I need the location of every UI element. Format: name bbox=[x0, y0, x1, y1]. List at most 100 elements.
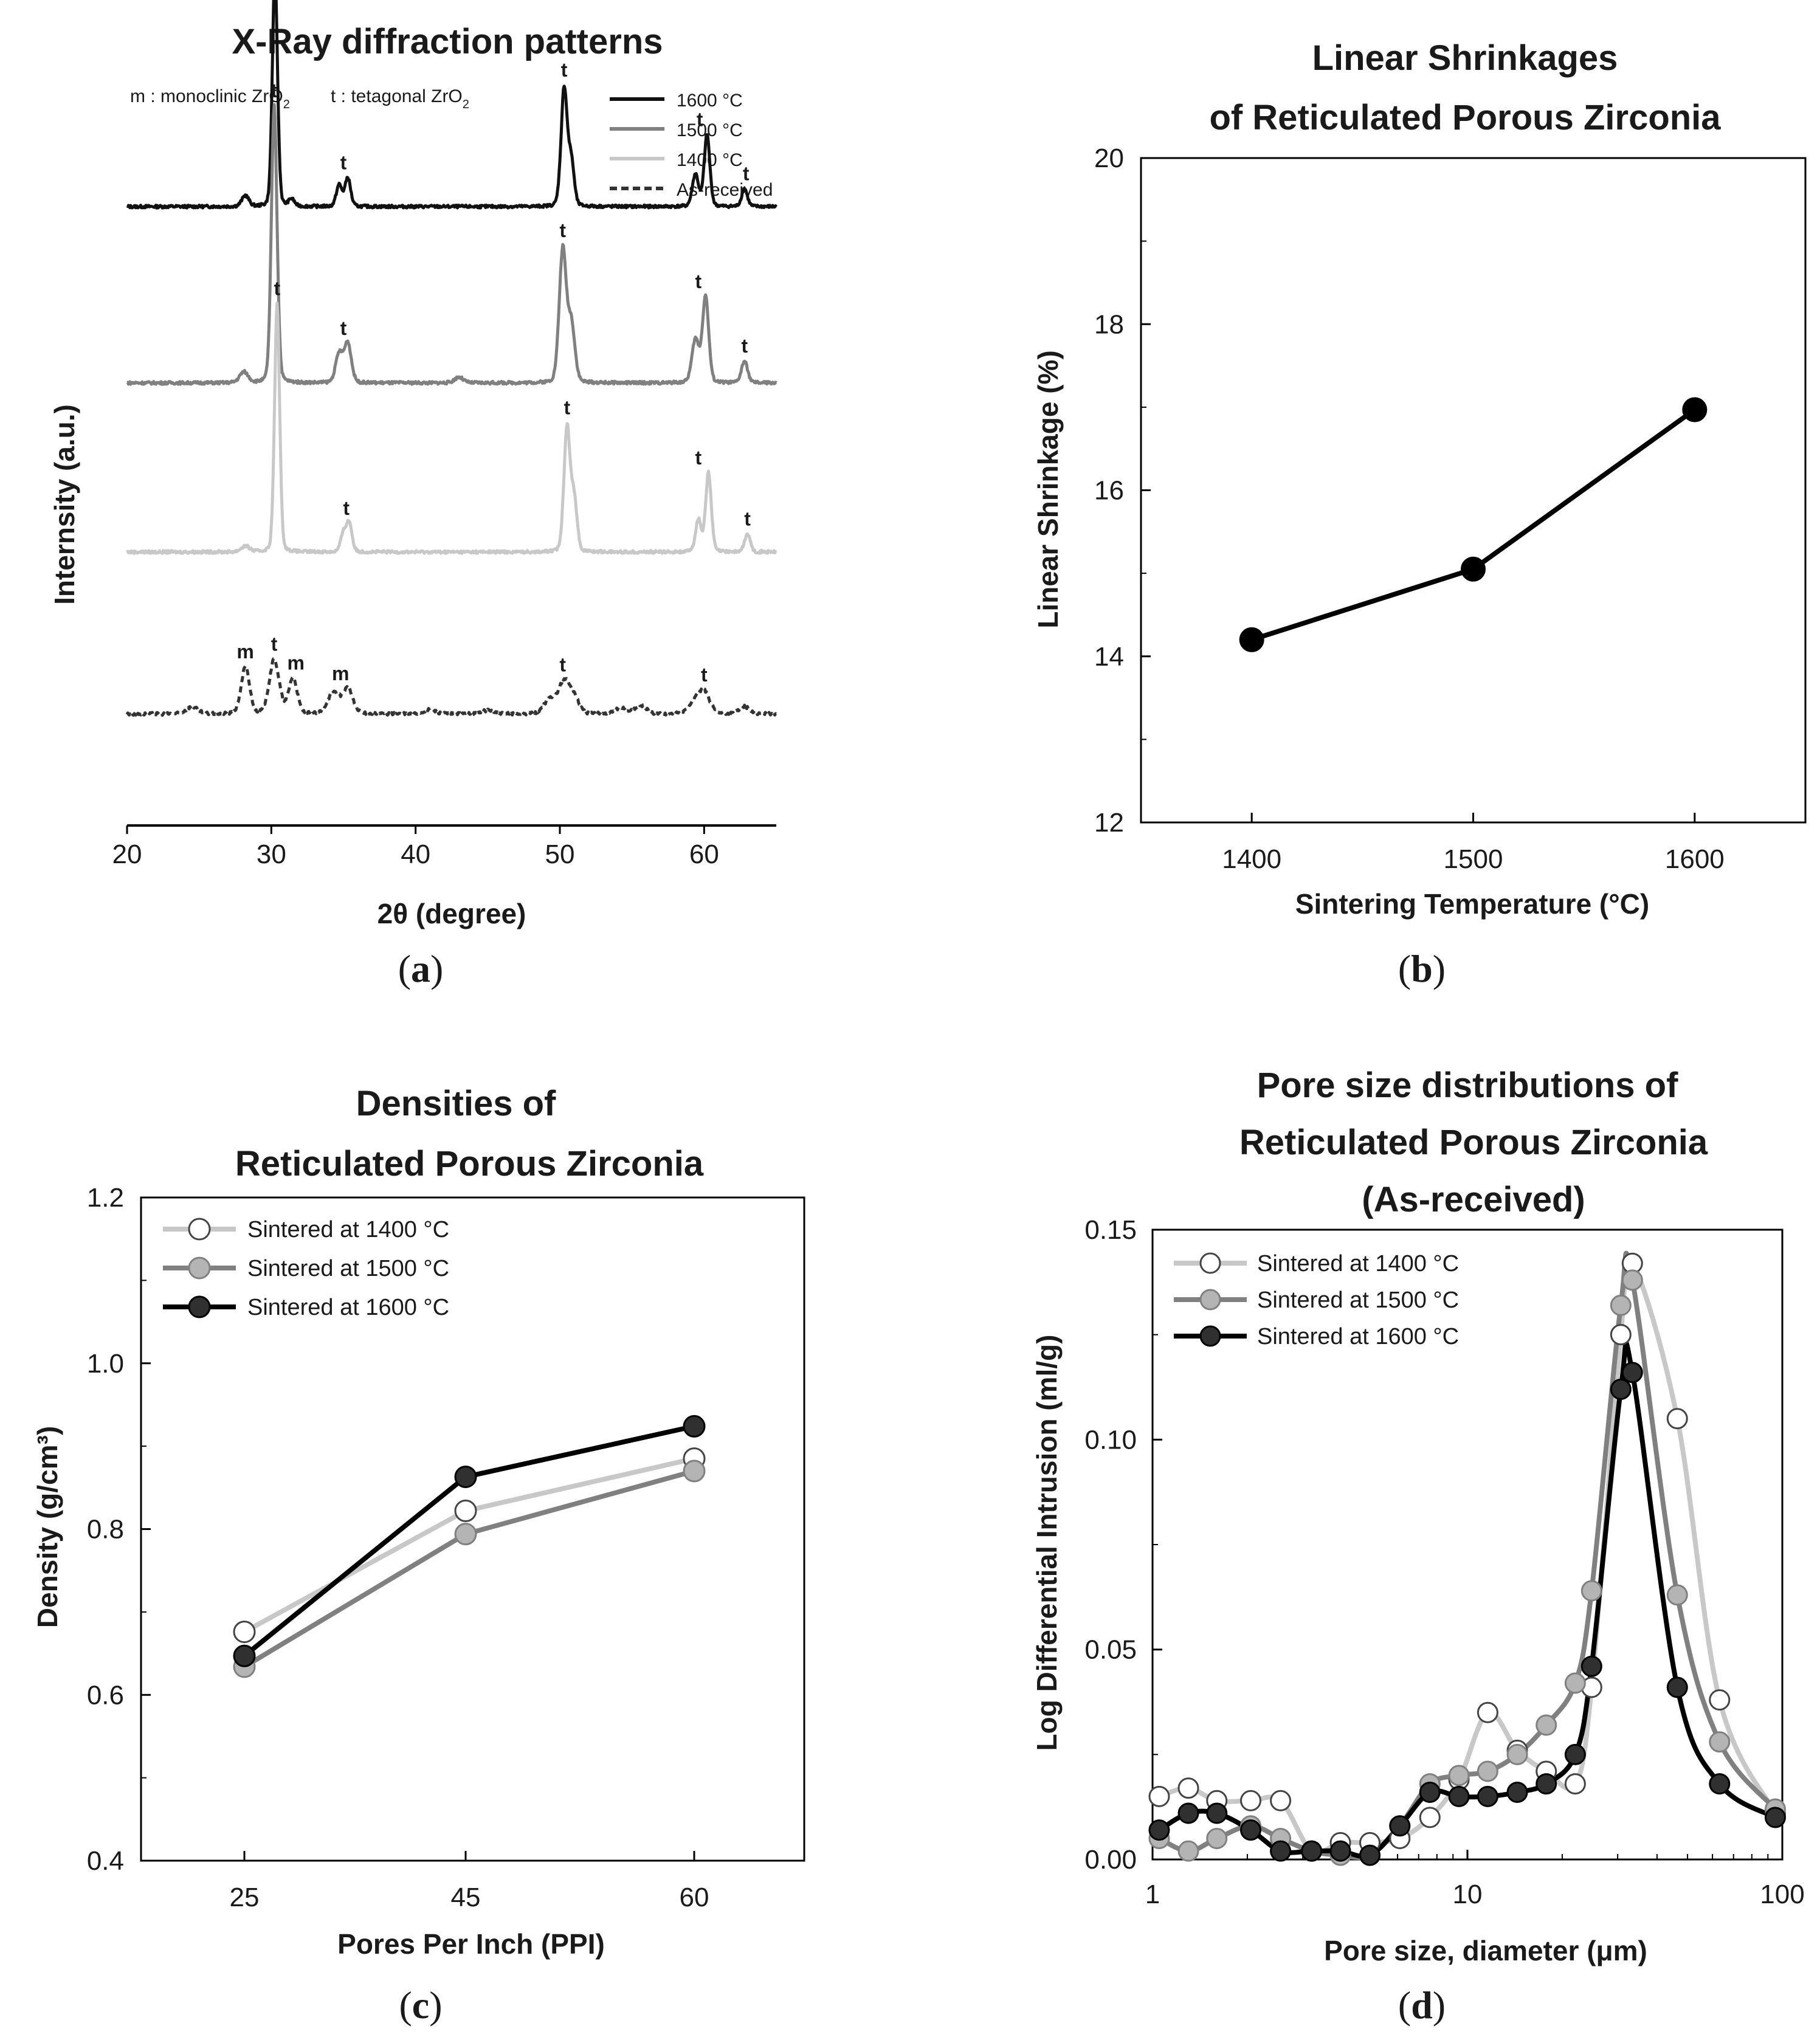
panel-d-point bbox=[1448, 1785, 1470, 1807]
panel-c-legend-marker bbox=[188, 1218, 211, 1241]
panel-c-caption: (c) bbox=[399, 1983, 442, 2027]
panel-a-trace bbox=[125, 657, 777, 717]
panel-a-peak-label: m bbox=[287, 652, 304, 674]
panel-a-peak-label: t bbox=[744, 508, 751, 529]
panel-c-y-tick-label: 1.0 bbox=[87, 1349, 124, 1379]
panel-a-y-label: Internsity (a.u.) bbox=[49, 404, 80, 605]
panel-c-legend: Sintered at 1400 °C Sintered at 1500 °C Si… bbox=[163, 1217, 449, 1320]
panel-d-point bbox=[1666, 1584, 1688, 1606]
panel-b-y-tick-label: 12 bbox=[1094, 808, 1124, 838]
panel-b-point bbox=[1239, 627, 1264, 652]
panel-c-point bbox=[454, 1499, 477, 1522]
panel-d-y-tick-label: 0.05 bbox=[1084, 1635, 1137, 1665]
panel-d-point bbox=[1506, 1743, 1528, 1765]
panel-d-point bbox=[1610, 1324, 1632, 1346]
panel-d-y-tick-label: 0.00 bbox=[1084, 1845, 1137, 1875]
panel-d-title-line2: Reticulated Porous Zirconia bbox=[1239, 1123, 1708, 1162]
panel-d-point bbox=[1564, 1672, 1586, 1694]
panel-c-legend-label: Sintered at 1500 °C bbox=[247, 1256, 449, 1281]
panel-d-legend-marker bbox=[1199, 1289, 1221, 1311]
panel-a-trace bbox=[126, 0, 777, 210]
panel-d-point bbox=[1239, 1819, 1261, 1841]
panel-b: Linear Shrinkages of Reticulated Porous … bbox=[1032, 38, 1807, 990]
panel-d-point bbox=[1536, 1773, 1557, 1795]
panel-b-y-label: Linear Shrinkage (%) bbox=[1032, 350, 1064, 629]
panel-c-y-label: Density (g/cm³) bbox=[32, 1426, 63, 1628]
panel-b-caption: (b) bbox=[1398, 947, 1446, 990]
panel-d-x-tick-label: 1 bbox=[1145, 1880, 1160, 1909]
panel-c-point bbox=[233, 1644, 256, 1667]
panel-c-y-tick-label: 1.2 bbox=[87, 1183, 124, 1213]
panel-a-x-tick-label: 30 bbox=[257, 839, 286, 869]
panel-d-point bbox=[1506, 1781, 1528, 1803]
panel-d-x-tick-label: 100 bbox=[1760, 1880, 1804, 1909]
panel-a-note-tetragonal: t : tetagonal ZrO2 bbox=[331, 86, 469, 111]
panel-a-x-tick-label: 50 bbox=[545, 839, 575, 869]
panel-b-x-tick-label: 1400 bbox=[1222, 844, 1281, 874]
panel-a-note-monoclinic: m : monoclinic ZrO2 bbox=[130, 86, 290, 111]
panel-b-title-line2: of Reticulated Porous Zirconia bbox=[1209, 98, 1721, 137]
panel-a-peak-label: t bbox=[271, 633, 278, 655]
panel-a-peak-label: t bbox=[561, 59, 568, 81]
panel-b-x-tick-label: 1500 bbox=[1444, 844, 1503, 874]
panel-d-point bbox=[1709, 1689, 1731, 1711]
panel-a-peak-label: t bbox=[701, 664, 708, 686]
panel-c-point bbox=[454, 1466, 477, 1489]
panel-a-legend-label: 1500 °C bbox=[677, 120, 743, 140]
panel-a-peak-label: t bbox=[743, 162, 750, 184]
panel-c-title-line1: Densities of bbox=[356, 1084, 556, 1123]
panel-a-title: X-Ray diffraction patterns bbox=[232, 22, 663, 61]
panel-c-title-line2: Reticulated Porous Zirconia bbox=[235, 1144, 704, 1184]
panel-b-y-tick-label: 20 bbox=[1094, 143, 1124, 173]
panel-d-point bbox=[1359, 1844, 1381, 1866]
panel-d-point bbox=[1564, 1773, 1586, 1795]
panel-d-series-line bbox=[1158, 1256, 1778, 1856]
panel-a-peak-label: t bbox=[695, 271, 702, 292]
panel-a-peak-label: m bbox=[236, 641, 253, 663]
panel-d-point bbox=[1477, 1760, 1498, 1782]
panel-a-peak-label: t bbox=[559, 219, 566, 241]
panel-d-point bbox=[1580, 1655, 1602, 1677]
panel-c-y-tick-label: 0.8 bbox=[87, 1515, 124, 1545]
panel-d-point bbox=[1448, 1765, 1470, 1787]
panel-a-peak-label: t bbox=[695, 447, 702, 469]
panel-d-point bbox=[1610, 1294, 1632, 1316]
panel-a-legend-label: 1600 °C bbox=[677, 91, 743, 111]
panel-b-point bbox=[1682, 397, 1708, 422]
panel-c-series bbox=[233, 1415, 706, 1678]
panel-c-point bbox=[454, 1523, 477, 1546]
panel-d-point bbox=[1148, 1785, 1170, 1807]
panel-a-peak-label: t bbox=[340, 317, 347, 339]
panel-c-point bbox=[683, 1459, 706, 1483]
panel-d-x-label: Pore size, diameter (μm) bbox=[1324, 1935, 1647, 1966]
panel-a-x-tick-label: 40 bbox=[401, 839, 430, 869]
panel-a-peak-label: t bbox=[271, 80, 278, 102]
panel-c-axes: 0.4 0.6 0.8 1.0 1.2 25 45 60 bbox=[87, 1183, 709, 1912]
panel-d-legend-label: Sintered at 1400 °C bbox=[1257, 1251, 1459, 1277]
panel-a-peak-label: t bbox=[564, 397, 571, 419]
panel-d-caption: (d) bbox=[1398, 1983, 1446, 2027]
panel-d-legend-marker bbox=[1199, 1325, 1221, 1347]
panel-d-point bbox=[1666, 1676, 1688, 1698]
panel-d-point bbox=[1709, 1773, 1731, 1795]
panel-a-peak-label: m bbox=[332, 663, 349, 684]
panel-c-legend-marker bbox=[188, 1256, 211, 1280]
panel-b-series bbox=[1239, 397, 1708, 652]
panel-b-x-tick-label: 1600 bbox=[1665, 844, 1725, 874]
panel-d-point bbox=[1206, 1802, 1228, 1824]
panel-c-x-tick-label: 25 bbox=[230, 1883, 260, 1912]
panel-d-point bbox=[1709, 1731, 1731, 1753]
panel-d-point bbox=[1621, 1269, 1643, 1291]
panel-a-peak-label: t bbox=[697, 109, 703, 131]
panel-b-x-label: Sintering Temperature (°C) bbox=[1295, 888, 1649, 920]
panel-d-point bbox=[1239, 1790, 1261, 1811]
panel-c-x-tick-label: 60 bbox=[680, 1883, 709, 1912]
panel-d-point bbox=[1329, 1840, 1351, 1862]
panel-d: Pore size distributions of Reticulated P… bbox=[1031, 1066, 1805, 2027]
panel-d-point bbox=[1419, 1781, 1441, 1803]
panel-d-point bbox=[1536, 1714, 1557, 1736]
panel-a-traces bbox=[125, 0, 777, 717]
panel-d-legend-marker bbox=[1199, 1252, 1221, 1274]
